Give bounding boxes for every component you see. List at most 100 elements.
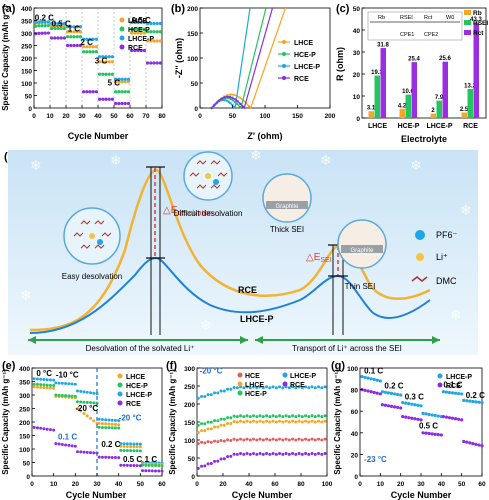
snowflake-icon: ❄ bbox=[30, 157, 42, 173]
data-point-hce bbox=[294, 438, 298, 442]
dmc-molecule bbox=[80, 220, 91, 225]
bar-rb bbox=[430, 113, 436, 118]
data-point-lhce-p bbox=[88, 37, 92, 41]
data-point-hce-p bbox=[125, 449, 129, 453]
data-point-lhce-p bbox=[232, 385, 236, 389]
data-point-rce bbox=[73, 444, 77, 448]
data-point-rce bbox=[114, 101, 118, 106]
data-point-hce bbox=[206, 440, 210, 444]
circuit-label: CPE2 bbox=[424, 32, 438, 38]
data-point-hce-p bbox=[274, 415, 278, 419]
y-tick-label: 100 bbox=[19, 447, 30, 454]
data-point-rce bbox=[196, 466, 200, 470]
data-point-lhce bbox=[261, 420, 265, 424]
dmc-label: DMC bbox=[436, 276, 457, 286]
rce-curve-label: RCE bbox=[238, 285, 257, 295]
data-point-lhce bbox=[48, 386, 52, 390]
annotation-label: -20 °C bbox=[119, 414, 142, 423]
data-point-rce bbox=[219, 457, 223, 461]
data-point-hce bbox=[287, 438, 291, 442]
y-tick-label: 150 bbox=[187, 31, 198, 38]
annotation-label: 0.5 C bbox=[123, 455, 142, 464]
data-point-lhce-p bbox=[72, 25, 76, 29]
data-point-lhce bbox=[142, 31, 146, 35]
data-point-lhce bbox=[216, 425, 220, 429]
legend-label: HCE-P bbox=[126, 383, 148, 390]
data-point-hce-p bbox=[60, 393, 64, 397]
data-point-rce bbox=[113, 456, 117, 460]
legend-marker bbox=[119, 44, 125, 50]
bar-rct bbox=[380, 48, 386, 118]
data-point-hce-p bbox=[120, 90, 124, 94]
bar-rsei bbox=[405, 94, 411, 118]
y-tick-label: 50 bbox=[188, 456, 196, 463]
data-point-lhce bbox=[248, 420, 252, 424]
panel-f-label: (f) bbox=[166, 360, 177, 372]
panel-d-snowflakes: ❄ ❄ ❄ ❄ ❄ ❄ ❄ ❄ ❄ bbox=[20, 147, 472, 333]
panel-e-legend: LHCE HCE-P LHCE-P RCE bbox=[117, 373, 152, 408]
legend-marker bbox=[117, 400, 123, 406]
data-point-lhce bbox=[265, 419, 269, 423]
snowflake-icon: ❄ bbox=[460, 202, 472, 218]
y-tick-label: 50 bbox=[191, 81, 199, 88]
data-point-hce-p bbox=[57, 393, 61, 397]
data-point-lhce bbox=[138, 445, 142, 449]
data-point-hce bbox=[245, 437, 249, 441]
y-tick-label: 100 bbox=[21, 81, 32, 88]
panel-b-ylabel: -Z'' (ohm) bbox=[174, 38, 184, 78]
data-point-lhce-p bbox=[477, 400, 481, 404]
data-point-rce bbox=[136, 48, 140, 53]
data-point-lhce-p bbox=[453, 391, 458, 395]
data-point-rce bbox=[399, 406, 403, 410]
x-tick-label: 50 bbox=[137, 481, 145, 488]
data-point-lhce-p bbox=[261, 386, 265, 390]
legend-label: RCE bbox=[294, 76, 309, 83]
data-point-lhce-p bbox=[457, 391, 461, 396]
data-point-lhce bbox=[101, 60, 105, 64]
data-point-hce-p bbox=[294, 415, 298, 419]
nyquist-point-lhce-p bbox=[223, 98, 227, 102]
data-point-lhce-p bbox=[32, 377, 36, 381]
data-point-hce-p bbox=[52, 384, 56, 388]
data-point-hce-p bbox=[89, 401, 92, 405]
x-tick-label: 50 bbox=[110, 113, 118, 120]
data-point-rce bbox=[258, 452, 262, 455]
rate-label: 2 C bbox=[80, 38, 93, 47]
data-point-lhce-p bbox=[304, 385, 308, 389]
data-point-lhce bbox=[82, 411, 86, 415]
data-point-rce bbox=[427, 431, 431, 436]
annotation-label: 0.5 C bbox=[419, 421, 438, 430]
data-point-lhce-p bbox=[219, 389, 223, 393]
data-point-lhce-p bbox=[39, 377, 43, 381]
data-point-lhce bbox=[117, 423, 121, 427]
x-tick-label: 50 bbox=[229, 113, 237, 120]
data-point-hce-p bbox=[78, 35, 82, 39]
data-point-lhce-p bbox=[78, 25, 82, 29]
data-point-lhce bbox=[114, 80, 118, 84]
data-point-lhce-p bbox=[297, 385, 301, 389]
panel-g-series bbox=[360, 375, 484, 448]
data-point-hce-p bbox=[268, 415, 272, 419]
data-point-hce-p bbox=[79, 400, 83, 404]
data-point-lhce bbox=[76, 407, 79, 410]
data-point-lhce-p bbox=[120, 77, 124, 81]
data-point-rce bbox=[85, 90, 89, 94]
data-point-lhce-p bbox=[433, 413, 437, 418]
data-point-lhce bbox=[123, 80, 127, 84]
data-point-rce bbox=[313, 452, 317, 456]
y-tick-label: 150 bbox=[19, 434, 30, 441]
circuit-box bbox=[367, 11, 463, 41]
data-point-hce bbox=[209, 440, 213, 444]
data-point-hce-p bbox=[281, 415, 285, 419]
data-point-lhce bbox=[113, 422, 117, 426]
data-point-hce bbox=[229, 438, 233, 442]
data-point-rce bbox=[132, 464, 136, 468]
data-point-lhce-p bbox=[430, 413, 434, 417]
data-point-rce bbox=[39, 426, 43, 430]
panel-c-bars: 3.1 19.3 31.8 LHCE 4.2 10.6 25.4 HCE-P 2 7.9 25.6 L… bbox=[367, 17, 483, 130]
rate-label: 5 C bbox=[108, 79, 121, 88]
data-point-rce bbox=[471, 442, 475, 446]
y-tick-label: 300 bbox=[19, 393, 30, 400]
data-point-lhce bbox=[226, 421, 230, 425]
panel-b-label: (b) bbox=[171, 3, 185, 15]
